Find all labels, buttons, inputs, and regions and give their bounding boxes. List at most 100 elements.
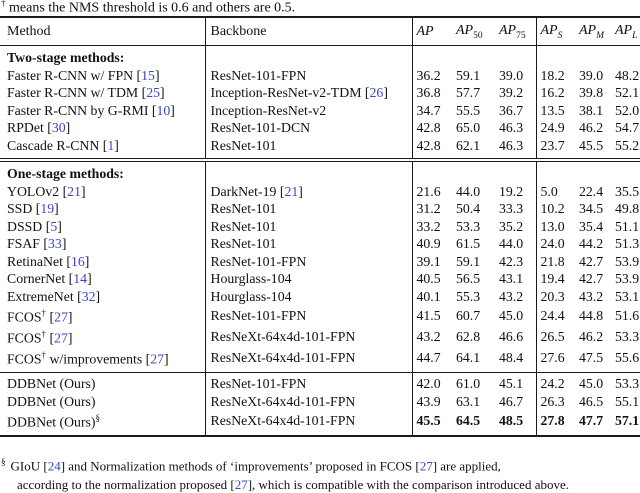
column-header-row: Method Backbone AP AP50 AP75 APS APM APL [0,17,640,46]
metric-value: 35.4 [579,218,604,234]
method-cell: SSD [19] [7,201,59,216]
metric-value: 42.7 [579,271,604,286]
citation-link[interactable]: 27 [419,458,433,474]
caption-line: † means the NMS threshold is 0.6 and oth… [0,0,640,13]
citation-link[interactable]: 30 [51,120,66,135]
metric-value: 55.1 [615,393,640,409]
citation-link[interactable]: 27 [54,309,68,325]
metric-value: 24.2 [535,372,575,393]
metric-value: 44.7 [411,347,452,373]
method-cell: DDBNet (Ours)§ [7,413,101,430]
citation-link[interactable]: 16 [70,253,85,269]
table-row: DDBNet (Ours)§ ResNeXt-64x4d-101-FPN 45.5 6… [0,410,640,437]
method-cell: RPDet [30] [7,120,71,135]
metric-value: 13.0 [535,217,575,235]
citation-link[interactable]: 25 [146,85,161,100]
section-header-spacer [535,158,640,183]
metric-value: 39.0 [579,67,604,83]
metric-value: 24.4 [535,305,575,327]
backbone-cell: DarkNet-19 [21] [204,182,412,200]
method-cell: FCOS† w/improvements [27] [7,350,169,367]
citation-link[interactable]: 21 [284,183,299,199]
citation-link[interactable]: 24 [47,458,61,474]
method-cell: FCOS† [27] [7,308,73,325]
col-header-ap: AP [411,17,452,46]
metric-value: 52.1 [615,85,640,100]
method-superscript: † [41,350,47,361]
section-ours: DDBNet (Ours) ResNet-101-FPN 42.0 61.0 45.1 2… [0,372,640,437]
citation-link[interactable]: 33 [48,236,62,251]
metric-value: 60.7 [456,307,481,323]
metric-value: 36.8 [411,84,452,102]
citation-link[interactable]: 1 [107,137,115,153]
citation-link[interactable]: 26 [369,85,384,100]
backbone-cell: ResNet-101-FPN [204,372,412,393]
metric-value: 45.0 [575,372,611,393]
table-row: RetinaNet [16] ResNet-101-FPN 39.1 59.1 42.3… [0,252,640,270]
metric-value: 57.1 [615,413,640,429]
metric-value: 23.7 [535,136,575,160]
citation-link[interactable]: 27 [234,476,248,492]
citation-link[interactable]: 15 [141,67,155,83]
col-header-apl: APL [611,17,640,46]
metric-value: 27.6 [535,347,575,373]
backbone-cell: ResNet-101 [204,235,412,253]
table-row: Faster R-CNN w/ TDM [25] Inception-ResNet… [0,84,640,102]
method-cell: DDBNet (Ours) [7,393,96,409]
metric-value: 53.1 [615,288,640,304]
backbone-cell: ResNet-101-FPN [204,252,412,270]
footnote-line2-partial: according to the normalization proposed … [17,476,569,492]
citation-link[interactable]: 27 [150,351,165,367]
section-two-stage: Two-stage methods: Faster R-CNN w/ FPN [1… [0,45,640,160]
metric-value: 27.8 [535,410,575,437]
section-title: Two-stage methods: [7,50,125,65]
metric-value: 53.9 [615,271,640,286]
col-header-aps: APS [535,17,575,46]
metric-value: 35.5 [615,183,640,199]
metric-value: 24.9 [535,119,575,137]
citation-link[interactable]: 14 [73,271,88,286]
table-row: SSD [19] ResNet-101 31.2 50.4 33.3 10.2 34.5 49… [0,200,640,218]
metric-value: 42.8 [411,136,452,160]
metric-value: 13.5 [535,101,575,119]
section-header-spacer [535,45,640,67]
citation-link[interactable]: 21 [67,183,81,199]
metric-value: 52.0 [615,102,640,118]
metric-value: 54.7 [615,120,640,135]
metric-value: 44.8 [579,307,604,323]
section-one-stage: One-stage methods: YOLOv2 [21] DarkNet-19 … [0,158,640,373]
metric-value: 5.0 [535,182,575,200]
table-row: DDBNet (Ours) ResNet-101-FPN 42.0 61.0 45.1 2… [0,372,640,393]
citation-link[interactable]: 10 [156,102,171,118]
citation-link[interactable]: 27 [54,330,68,346]
citation-link[interactable]: 5 [50,218,58,234]
section-header-spacer [411,158,536,183]
metric-value: 36.2 [411,66,452,84]
backbone-cell: ResNet-101-DCN [204,119,412,137]
metric-value: 47.7 [579,413,604,429]
metric-value: 62.8 [456,328,481,344]
metric-value: 16.2 [535,84,575,102]
metric-value: 39.2 [499,85,524,100]
metric-value: 24.0 [535,235,575,253]
metric-value: 44.2 [579,236,604,251]
section-header-spacer [411,45,536,67]
metric-value: 45.0 [499,307,524,323]
metric-value: 26.3 [535,392,575,411]
metric-value: 45.5 [411,410,452,437]
table-row: FSAF [33] ResNet-101 40.9 61.5 44.0 24.0 44.2 5… [0,235,640,253]
metric-value: 34.7 [411,101,452,119]
backbone-cell: ResNet-101 [204,200,412,218]
benchmark-results-table: Method Backbone AP AP50 AP75 APS APM APL Two-… [0,16,640,438]
section-header-spacer [204,45,412,67]
method-cell: FCOS† [27] [7,329,73,346]
table-row: DDBNet (Ours) ResNeXt-64x4d-101-FPN 43.9 63… [0,392,640,411]
backbone-cell: ResNeXt-64x4d-101-FPN [204,326,412,348]
metric-value: 50.4 [456,201,481,216]
table-row: FCOS† [27] ResNet-101-FPN 41.5 60.7 45.0 24.4… [0,305,640,327]
citation-link[interactable]: 19 [40,201,55,216]
metric-value: 21.8 [535,252,575,270]
table-row: Faster R-CNN by G-RMI [10] Inception-ResN… [0,101,640,119]
backbone-cell: ResNet-101-FPN [204,305,412,327]
citation-link[interactable]: 32 [81,288,96,304]
